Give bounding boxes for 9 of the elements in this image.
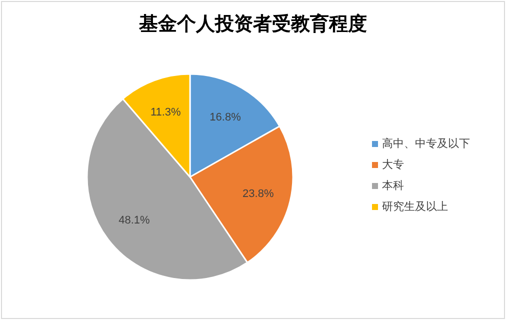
- data-label: 48.1%: [118, 214, 150, 226]
- legend-label: 研究生及以上: [382, 200, 448, 213]
- chart-title: 基金个人投资者受教育程度: [138, 13, 367, 35]
- legend-label: 高中、中专及以下: [382, 137, 470, 150]
- legend-label: 大专: [382, 158, 404, 171]
- data-label: 23.8%: [242, 188, 274, 200]
- legend-label: 本科: [382, 179, 404, 192]
- data-label: 16.8%: [210, 111, 242, 124]
- data-label: 11.3%: [150, 106, 182, 118]
